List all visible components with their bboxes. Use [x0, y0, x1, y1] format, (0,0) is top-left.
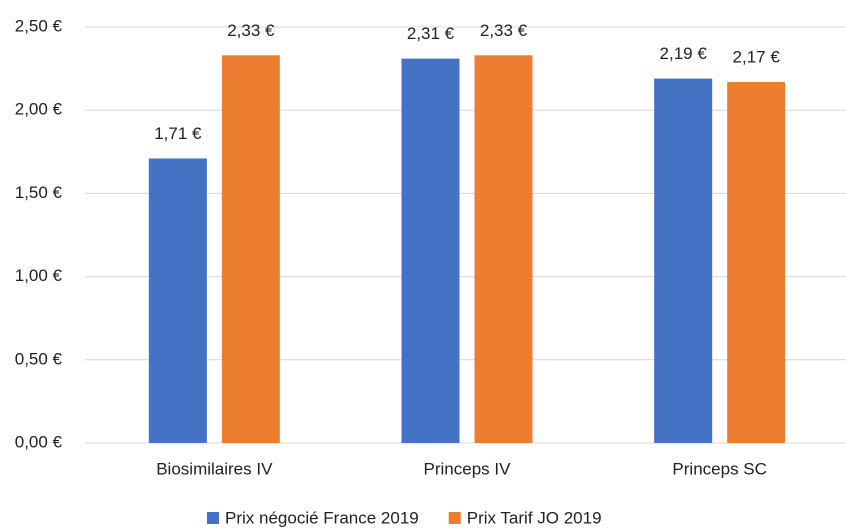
y-tick-label: 2,00 € [15, 100, 63, 119]
bar [474, 55, 533, 444]
data-label: 2,19 € [660, 44, 708, 63]
legend-label: Prix négocié France 2019 [225, 508, 419, 527]
legend-swatch [207, 512, 219, 524]
x-tick-label: Princeps IV [424, 459, 512, 478]
legend-swatch [448, 512, 461, 524]
bar [148, 158, 207, 443]
data-label: 2,33 € [480, 21, 528, 40]
data-label: 1,71 € [154, 124, 202, 143]
y-tick-label: 1,00 € [15, 266, 63, 285]
x-tick-label: Biosimilaires IV [156, 459, 273, 478]
bar [654, 78, 713, 444]
y-tick-label: 1,50 € [15, 183, 63, 202]
legend-label: Prix Tarif JO 2019 [467, 508, 602, 527]
bar [401, 58, 460, 444]
y-tick-label: 0,00 € [15, 432, 63, 451]
data-label: 2,33 € [227, 21, 275, 40]
data-label: 2,17 € [733, 47, 781, 66]
data-label: 2,31 € [407, 24, 455, 43]
bar [221, 55, 280, 444]
y-tick-label: 2,50 € [15, 16, 63, 35]
bar [727, 81, 786, 444]
y-tick-label: 0,50 € [15, 349, 63, 368]
x-tick-label: Princeps SC [672, 459, 766, 478]
